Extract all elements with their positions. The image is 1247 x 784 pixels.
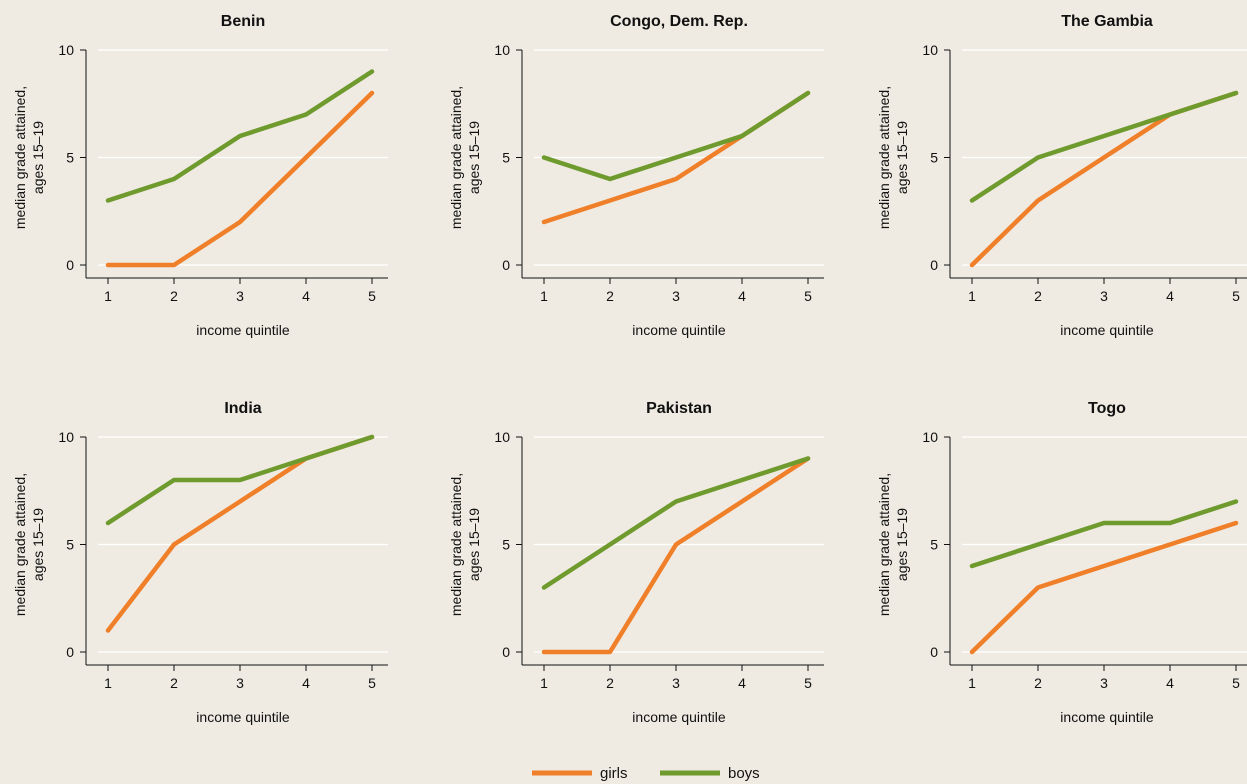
series-line-girls (969, 90, 1239, 268)
x-tick-label: 3 (236, 675, 244, 691)
x-tick-label: 5 (368, 675, 376, 691)
x-tick-label: 5 (368, 288, 376, 304)
y-axis-title: median grade attained, (876, 86, 892, 229)
x-tick-label: 1 (104, 675, 112, 691)
series-line-boys (105, 434, 375, 526)
y-axis-title: median grade attained, (876, 473, 892, 616)
x-tick-label: 2 (1034, 288, 1042, 304)
x-tick-label: 4 (1166, 675, 1174, 691)
x-tick-label: 5 (1232, 288, 1240, 304)
x-tick-label: 2 (170, 675, 178, 691)
y-tick-label: 0 (502, 257, 510, 273)
x-tick-label: 5 (804, 675, 812, 691)
x-tick-label: 5 (1232, 675, 1240, 691)
y-axis-title: ages 15–19 (466, 508, 482, 581)
x-tick-label: 1 (968, 675, 976, 691)
series-line-girls (969, 520, 1239, 655)
y-axis-title: ages 15–19 (894, 121, 910, 194)
x-tick-label: 4 (1166, 288, 1174, 304)
y-tick-label: 0 (930, 644, 938, 660)
x-tick-label: 3 (1100, 288, 1108, 304)
legend-label-girls: girls (600, 765, 628, 782)
y-tick-label: 10 (922, 42, 938, 58)
y-axis-title: ages 15–19 (30, 121, 46, 194)
y-axis-title: ages 15–19 (894, 508, 910, 581)
y-tick-label: 5 (66, 150, 74, 166)
x-axis-title: income quintile (632, 709, 726, 725)
chart-title: Benin (221, 13, 265, 30)
chart-panel-4: 0 5 10 1 2 3 4 5 Pakistan income quintile median g… (448, 400, 824, 725)
y-tick-label: 0 (502, 644, 510, 660)
x-tick-label: 1 (540, 288, 548, 304)
y-axis-title: median grade attained, (12, 473, 28, 616)
series-line-girls (105, 434, 375, 633)
y-tick-label: 10 (922, 429, 938, 445)
x-tick-label: 4 (738, 288, 746, 304)
chart-title: Pakistan (646, 400, 712, 417)
y-tick-label: 10 (58, 429, 74, 445)
x-axis-title: income quintile (632, 322, 726, 338)
chart-title: The Gambia (1061, 13, 1153, 30)
chart-panel-0: 0 5 10 1 2 3 4 5 Benin income quintile median grad… (12, 13, 388, 338)
y-tick-label: 5 (66, 537, 74, 553)
y-tick-label: 5 (930, 537, 938, 553)
y-axis-title: ages 15–19 (30, 508, 46, 581)
chart-title: India (224, 400, 261, 417)
y-tick-label: 5 (502, 150, 510, 166)
x-tick-label: 3 (236, 288, 244, 304)
chart-title: Congo, Dem. Rep. (610, 13, 748, 30)
y-tick-label: 10 (494, 42, 510, 58)
x-tick-label: 2 (606, 675, 614, 691)
legend-label-boys: boys (728, 765, 760, 782)
legend: girls boys (532, 765, 760, 782)
x-axis-title: income quintile (196, 322, 290, 338)
x-tick-label: 5 (804, 288, 812, 304)
series-line-girls (541, 456, 811, 655)
x-tick-label: 1 (540, 675, 548, 691)
x-tick-label: 2 (606, 288, 614, 304)
x-tick-label: 2 (1034, 675, 1042, 691)
x-axis-title: income quintile (196, 709, 290, 725)
y-tick-label: 0 (930, 257, 938, 273)
y-tick-label: 10 (58, 42, 74, 58)
x-tick-label: 4 (302, 288, 310, 304)
series-line-boys (969, 90, 1239, 203)
y-axis-title: median grade attained, (448, 473, 464, 616)
y-axis-title: ages 15–19 (466, 121, 482, 194)
x-tick-label: 1 (104, 288, 112, 304)
x-tick-label: 4 (302, 675, 310, 691)
series-line-boys (541, 90, 811, 182)
y-tick-label: 5 (502, 537, 510, 553)
series-line-girls (105, 90, 375, 268)
x-tick-label: 4 (738, 675, 746, 691)
x-axis-title: income quintile (1060, 709, 1154, 725)
y-tick-label: 0 (66, 257, 74, 273)
x-axis-title: income quintile (1060, 322, 1154, 338)
y-tick-label: 0 (66, 644, 74, 660)
series-line-boys (969, 499, 1239, 569)
y-axis-title: median grade attained, (448, 86, 464, 229)
series-line-boys (541, 456, 811, 590)
y-axis-title: median grade attained, (12, 86, 28, 229)
series-line-boys (105, 69, 375, 203)
x-tick-label: 1 (968, 288, 976, 304)
x-tick-label: 3 (672, 288, 680, 304)
x-tick-label: 2 (170, 288, 178, 304)
y-tick-label: 10 (494, 429, 510, 445)
chart-panel-2: 0 5 10 1 2 3 4 5 The Gambia income quintile median… (876, 13, 1247, 338)
chart-panel-1: 0 5 10 1 2 3 4 5 Congo, Dem. Rep. income quintile… (448, 13, 824, 338)
y-tick-label: 5 (930, 150, 938, 166)
chart-panel-3: 0 5 10 1 2 3 4 5 India income quintile median grad… (12, 400, 388, 725)
x-tick-label: 3 (672, 675, 680, 691)
chart-panel-5: 0 5 10 1 2 3 4 5 Togo income quintile median grade… (876, 400, 1247, 725)
chart-title: Togo (1088, 400, 1126, 417)
x-tick-label: 3 (1100, 675, 1108, 691)
